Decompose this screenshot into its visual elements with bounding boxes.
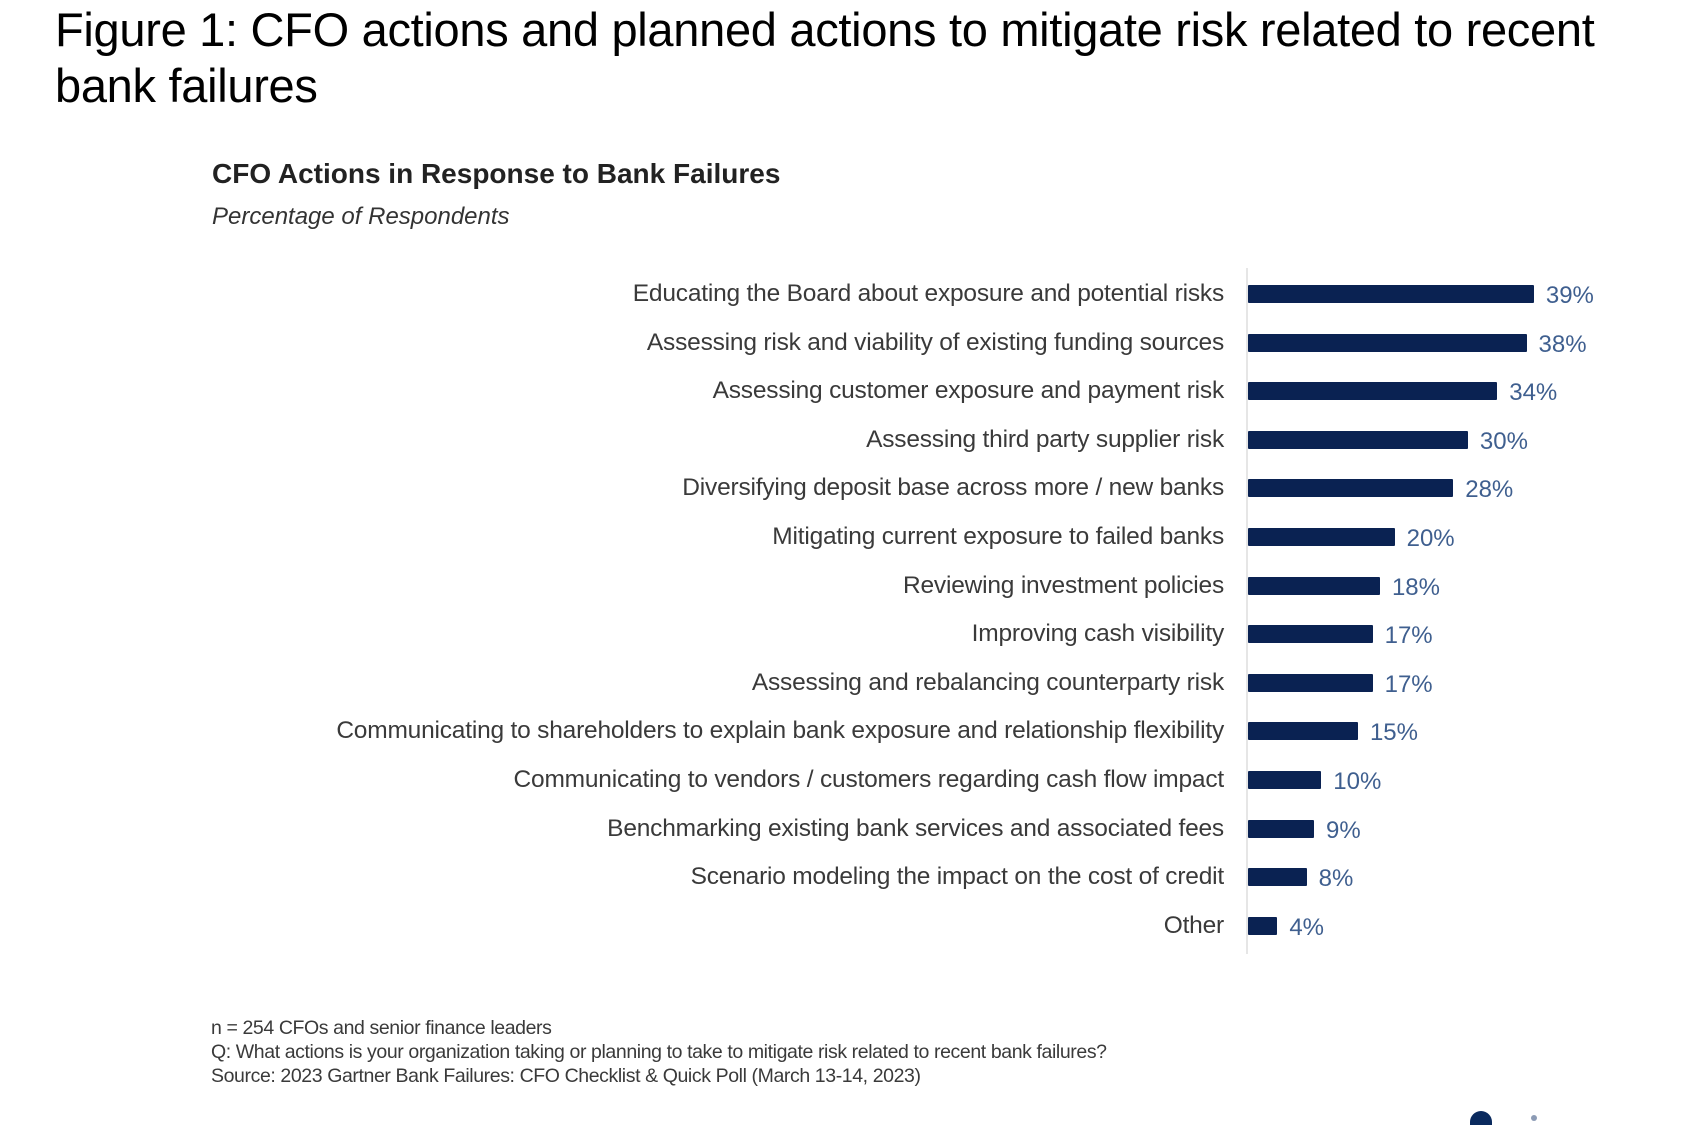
bar-row: Mitigating current exposure to failed ba… — [0, 517, 1684, 557]
category-label: Communicating to shareholders to explain… — [336, 717, 1224, 745]
figure-title: Figure 1: CFO actions and planned action… — [55, 3, 1595, 112]
bar — [1248, 916, 1278, 935]
value-label: 34% — [1509, 379, 1558, 407]
bar — [1248, 382, 1498, 401]
bar-row: Assessing third party supplier risk 30% — [0, 420, 1684, 460]
survey-question-note: Q: What actions is your organization tak… — [211, 1041, 1107, 1063]
value-label: 39% — [1545, 282, 1594, 309]
value-label: 8% — [1318, 865, 1354, 893]
bar-row: Improving cash visibility 17% — [0, 614, 1684, 654]
bar — [1248, 479, 1454, 498]
bar-row: Other 4% — [0, 906, 1684, 946]
bar-row: Communicating to shareholders to explain… — [0, 711, 1684, 751]
value-label: 9% — [1325, 816, 1361, 844]
source-note: Source: 2023 Gartner Bank Failures: CFO … — [211, 1065, 921, 1087]
chart-title: CFO Actions in Response to Bank Failures — [212, 158, 781, 189]
bar-row: Assessing and rebalancing counterparty r… — [0, 663, 1684, 703]
category-label: Assessing customer exposure and payment … — [712, 377, 1225, 405]
bar — [1248, 722, 1358, 741]
category-label: Communicating to vendors / customers reg… — [513, 766, 1225, 793]
category-label: Educating the Board about exposure and p… — [632, 280, 1224, 307]
category-label: Assessing third party supplier risk — [866, 425, 1224, 453]
bar-row: Reviewing investment policies 18% — [0, 566, 1684, 606]
bar-row: Communicating to vendors / customers reg… — [0, 760, 1684, 800]
footnotes: n = 254 CFOs and senior finance leaders … — [211, 1016, 1107, 1088]
bar-row: Benchmarking existing bank services and … — [0, 809, 1684, 849]
gartner-logo-icon — [1470, 1111, 1492, 1125]
bar — [1248, 819, 1314, 838]
logo-fragment-icon — [1531, 1115, 1537, 1121]
category-label: Reviewing investment policies — [902, 571, 1224, 599]
bar — [1248, 576, 1380, 595]
category-label: Mitigating current exposure to failed ba… — [772, 523, 1224, 550]
value-label: 10% — [1333, 768, 1382, 795]
value-label: 18% — [1391, 573, 1440, 601]
value-label: 4% — [1289, 913, 1324, 941]
bar — [1248, 528, 1395, 546]
chart-subtitle: Percentage of Respondents — [212, 203, 510, 230]
value-label: 30% — [1479, 427, 1528, 455]
bar — [1248, 625, 1373, 644]
bar — [1248, 333, 1527, 352]
category-label: Other — [1163, 911, 1224, 939]
bar — [1248, 285, 1534, 303]
category-label: Benchmarking existing bank services and … — [607, 814, 1224, 842]
bar-row: Assessing risk and viability of existing… — [0, 323, 1684, 363]
category-label: Scenario modeling the impact on the cost… — [690, 863, 1225, 891]
category-label: Assessing and rebalancing counterparty r… — [751, 668, 1224, 696]
bar — [1248, 673, 1373, 692]
category-label: Diversifying deposit base across more / … — [682, 474, 1224, 502]
bar-row: Diversifying deposit base across more / … — [0, 468, 1684, 508]
bar — [1248, 430, 1468, 449]
value-label: 17% — [1384, 670, 1433, 698]
category-axis-line — [1246, 268, 1248, 954]
bar-row: Educating the Board about exposure and p… — [0, 274, 1684, 314]
bar-row: Scenario modeling the impact on the cost… — [0, 857, 1684, 897]
value-label: 15% — [1369, 719, 1418, 747]
category-label: Improving cash visibility — [971, 620, 1225, 648]
value-label: 28% — [1465, 476, 1514, 504]
value-label: 17% — [1384, 622, 1433, 650]
value-label: 20% — [1406, 525, 1455, 552]
sample-size-note: n = 254 CFOs and senior finance leaders — [211, 1017, 552, 1039]
bar-row: Assessing customer exposure and payment … — [0, 371, 1684, 411]
bar — [1248, 868, 1307, 887]
value-label: 38% — [1538, 330, 1587, 358]
category-label: Assessing risk and viability of existing… — [646, 328, 1224, 356]
bar — [1248, 771, 1322, 789]
